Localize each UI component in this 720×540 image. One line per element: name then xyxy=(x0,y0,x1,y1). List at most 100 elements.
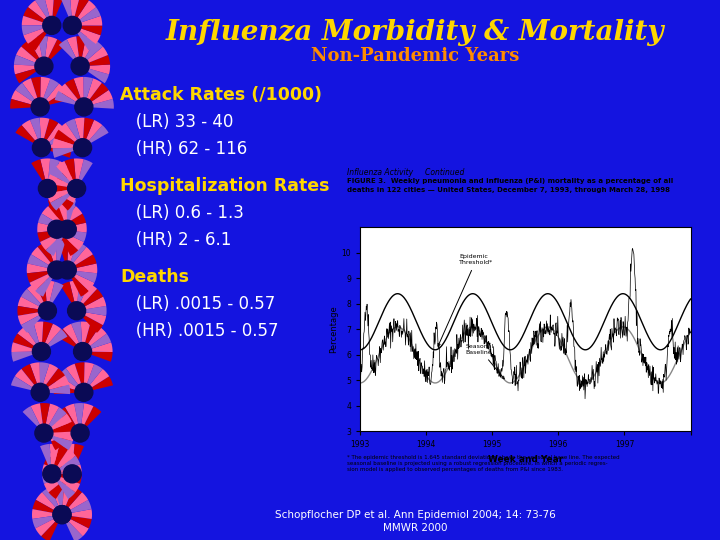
Wedge shape xyxy=(42,487,62,515)
Wedge shape xyxy=(27,284,48,310)
Wedge shape xyxy=(31,77,41,107)
Wedge shape xyxy=(15,125,42,148)
Text: Influenza Activity     Continued: Influenza Activity Continued xyxy=(347,168,464,177)
Wedge shape xyxy=(42,322,53,352)
Wedge shape xyxy=(80,406,102,433)
Wedge shape xyxy=(83,327,107,352)
Wedge shape xyxy=(76,310,106,325)
Wedge shape xyxy=(18,296,48,310)
Wedge shape xyxy=(72,444,84,474)
Circle shape xyxy=(32,342,50,361)
Wedge shape xyxy=(58,84,84,107)
Circle shape xyxy=(68,302,86,320)
Wedge shape xyxy=(35,0,52,25)
Wedge shape xyxy=(28,25,52,51)
Wedge shape xyxy=(57,199,68,230)
Wedge shape xyxy=(55,375,84,392)
Text: (HR) 62 - 116: (HR) 62 - 116 xyxy=(120,140,247,158)
Wedge shape xyxy=(76,284,97,310)
Wedge shape xyxy=(62,515,91,528)
Wedge shape xyxy=(84,90,113,107)
Wedge shape xyxy=(23,7,52,25)
Wedge shape xyxy=(27,270,57,283)
Text: Non-Pandemic Years: Non-Pandemic Years xyxy=(311,47,519,65)
Wedge shape xyxy=(52,0,63,25)
Wedge shape xyxy=(48,161,68,188)
Wedge shape xyxy=(48,174,77,188)
Wedge shape xyxy=(83,120,102,148)
Wedge shape xyxy=(36,492,62,515)
Wedge shape xyxy=(32,500,62,515)
Wedge shape xyxy=(52,474,80,492)
Wedge shape xyxy=(40,79,59,107)
Wedge shape xyxy=(50,431,80,441)
Wedge shape xyxy=(40,158,50,188)
Wedge shape xyxy=(24,322,42,352)
Wedge shape xyxy=(53,148,83,158)
Wedge shape xyxy=(80,403,94,433)
Wedge shape xyxy=(52,456,80,474)
Wedge shape xyxy=(58,240,68,270)
Wedge shape xyxy=(54,484,64,515)
Wedge shape xyxy=(33,321,43,352)
Wedge shape xyxy=(57,230,84,250)
Wedge shape xyxy=(62,515,83,540)
Circle shape xyxy=(58,220,76,238)
Wedge shape xyxy=(83,334,111,352)
Wedge shape xyxy=(83,118,94,148)
Wedge shape xyxy=(30,270,57,291)
Wedge shape xyxy=(44,0,54,25)
Wedge shape xyxy=(44,404,59,433)
Text: Influenza Morbidity & Mortality: Influenza Morbidity & Mortality xyxy=(166,18,665,45)
Wedge shape xyxy=(59,39,80,66)
Wedge shape xyxy=(47,174,76,188)
Wedge shape xyxy=(44,433,73,450)
Wedge shape xyxy=(72,16,102,25)
Circle shape xyxy=(73,342,91,361)
Wedge shape xyxy=(44,422,74,433)
Wedge shape xyxy=(44,39,66,66)
Circle shape xyxy=(31,383,49,401)
Wedge shape xyxy=(57,201,76,229)
Wedge shape xyxy=(54,130,83,148)
Circle shape xyxy=(71,424,89,442)
Text: * The epidemic threshold is 1.645 standard deviations above the seasonal base li: * The epidemic threshold is 1.645 standa… xyxy=(347,455,620,472)
Wedge shape xyxy=(45,281,55,310)
Circle shape xyxy=(48,220,66,238)
Text: (LR) .0015 - 0.57: (LR) .0015 - 0.57 xyxy=(120,295,275,313)
Wedge shape xyxy=(27,264,57,273)
Wedge shape xyxy=(73,77,84,107)
Wedge shape xyxy=(42,119,58,148)
Wedge shape xyxy=(37,222,67,233)
Wedge shape xyxy=(24,25,52,44)
Text: MMWR 2000: MMWR 2000 xyxy=(383,523,447,533)
Wedge shape xyxy=(48,188,77,203)
Wedge shape xyxy=(48,166,74,188)
Wedge shape xyxy=(80,55,110,66)
Wedge shape xyxy=(57,199,67,230)
Wedge shape xyxy=(40,118,50,148)
Wedge shape xyxy=(52,474,82,484)
Circle shape xyxy=(35,424,53,442)
Wedge shape xyxy=(40,384,70,394)
Wedge shape xyxy=(40,444,52,474)
Wedge shape xyxy=(44,414,72,433)
Wedge shape xyxy=(83,342,112,352)
Wedge shape xyxy=(72,0,89,25)
Wedge shape xyxy=(45,230,67,256)
Wedge shape xyxy=(59,368,84,392)
Wedge shape xyxy=(14,55,44,66)
Circle shape xyxy=(38,302,56,320)
Wedge shape xyxy=(40,375,69,392)
Wedge shape xyxy=(21,40,44,66)
Wedge shape xyxy=(15,66,44,83)
Wedge shape xyxy=(80,37,95,66)
Circle shape xyxy=(42,465,60,483)
Wedge shape xyxy=(62,485,73,515)
Wedge shape xyxy=(62,500,91,515)
Circle shape xyxy=(63,16,81,35)
Wedge shape xyxy=(12,352,42,362)
Wedge shape xyxy=(67,36,80,66)
Wedge shape xyxy=(76,310,103,333)
Wedge shape xyxy=(83,125,109,148)
